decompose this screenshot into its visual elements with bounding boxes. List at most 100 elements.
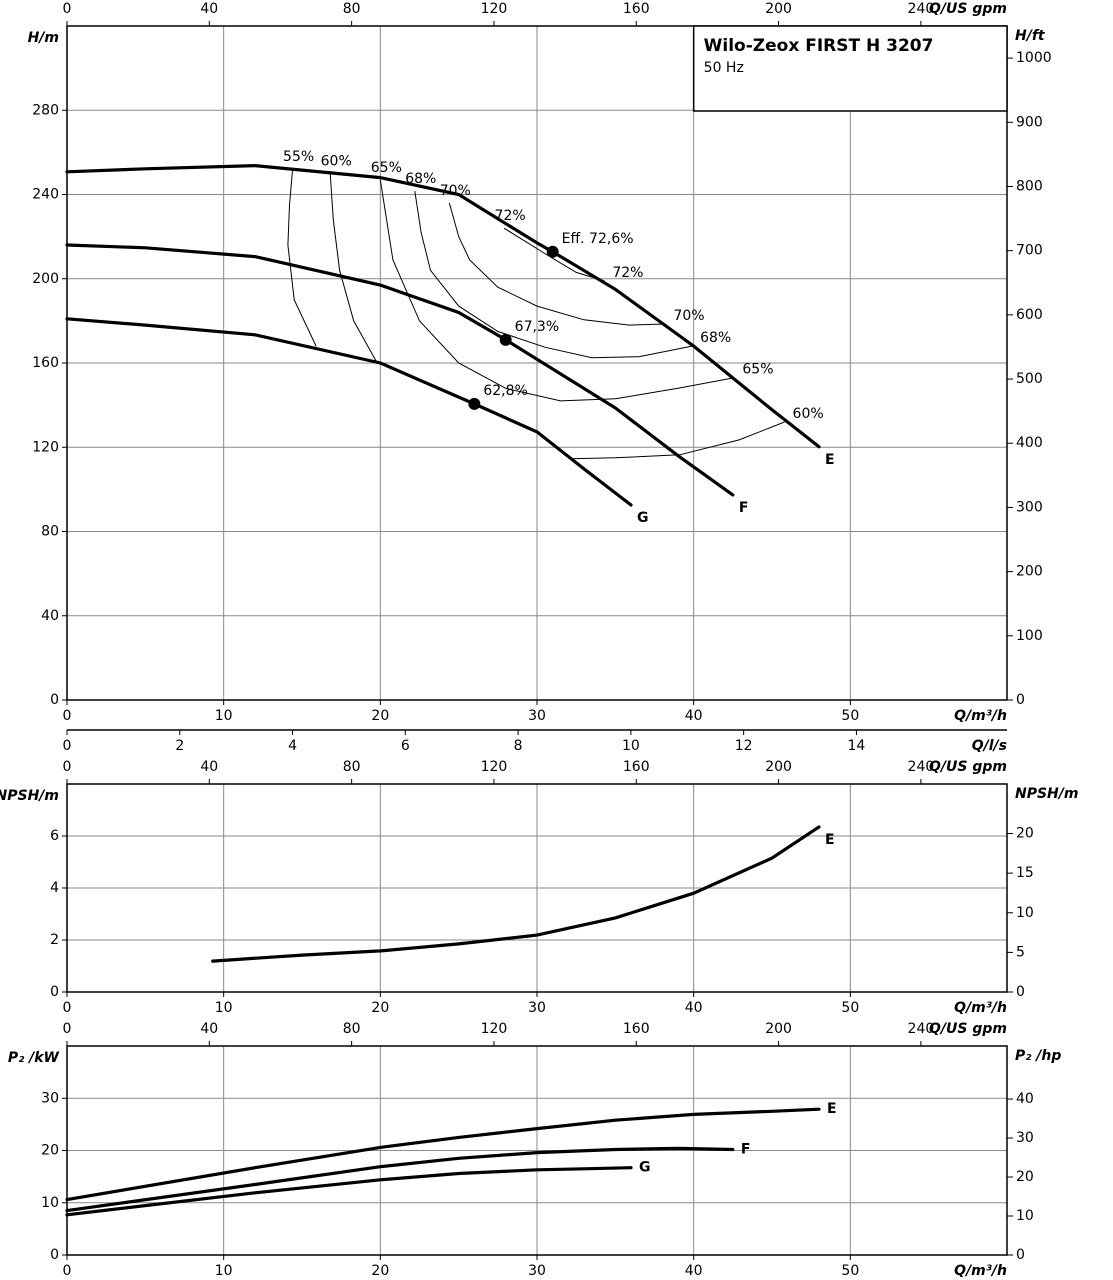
x-axis-label: Q/m³/h [954, 1263, 1007, 1279]
y2-tick-label: 300 [1016, 499, 1043, 515]
y-tick-label: 280 [32, 102, 59, 118]
plot-frame [66, 783, 1008, 993]
x-tick-label: 10 [215, 1000, 233, 1016]
x2-tick-label: 200 [765, 759, 792, 775]
x2-tick-label: 0 [63, 1, 72, 17]
x-tick-label: 0 [63, 1263, 72, 1279]
y-tick-label: 0 [50, 692, 59, 708]
y-tick-label: 20 [41, 1143, 59, 1159]
series-name: E [827, 1101, 837, 1117]
y2-tick-label: 600 [1016, 307, 1043, 323]
series-name: F [739, 500, 749, 516]
y2-tick-label: 400 [1016, 435, 1043, 451]
x2-tick-label: 0 [63, 1021, 72, 1037]
y-tick-label: 0 [50, 1247, 59, 1263]
y-tick-label: 2 [50, 932, 59, 948]
series-line [65, 1166, 633, 1217]
x2-tick-label: 200 [765, 1021, 792, 1037]
x3-tick-label: 12 [735, 738, 753, 754]
x2-axis-label: Q/US gpm [929, 1, 1007, 17]
best-efficiency-point [499, 333, 512, 346]
x3-tick-label: 4 [288, 738, 297, 754]
x2-tick-label: 120 [481, 759, 508, 775]
y-axis-label: H/m [28, 30, 59, 46]
efficiency-curve [287, 169, 317, 347]
y2-tick-label: 20 [1016, 1169, 1034, 1185]
x3-tick-label: 10 [622, 738, 640, 754]
title-box [692, 25, 1008, 112]
y-tick-label: 120 [32, 439, 59, 455]
x-tick-label: 0 [63, 1000, 72, 1016]
x2-tick-label: 80 [343, 1, 361, 17]
x3-tick-label: 14 [848, 738, 866, 754]
efficiency-label: 60% [321, 153, 352, 169]
y-tick-label: 30 [41, 1090, 59, 1106]
efficiency-label: 60% [793, 406, 824, 422]
y2-tick-label: 200 [1016, 564, 1043, 580]
x-tick-label: 20 [371, 1263, 389, 1279]
x2-tick-label: 120 [481, 1, 508, 17]
chart-subtitle: 50 Hz [704, 60, 744, 76]
best-efficiency-point [468, 397, 481, 410]
efficiency-label: 65% [371, 160, 402, 176]
series-name: F [741, 1141, 751, 1157]
x-tick-label: 10 [215, 1263, 233, 1279]
efficiency-curve [448, 202, 666, 326]
y2-tick-label: 100 [1016, 628, 1043, 644]
x2-axis-label: Q/US gpm [929, 1021, 1007, 1037]
x2-tick-label: 240 [908, 1021, 935, 1037]
chart-title: Wilo-Zeox FIRST H 3207 [704, 36, 934, 56]
x3-tick-label: 0 [63, 738, 72, 754]
efficiency-label: 72% [612, 265, 643, 281]
y-tick-label: 40 [41, 608, 59, 624]
x-tick-label: 40 [685, 1000, 703, 1016]
x2-tick-label: 40 [200, 1, 218, 17]
y2-tick-label: 0 [1016, 1247, 1025, 1263]
bep-label: 67,3% [515, 319, 559, 335]
series-line [65, 1107, 821, 1202]
efficiency-curve [503, 227, 605, 282]
x3-tick-label: 2 [175, 738, 184, 754]
y2-tick-label: 700 [1016, 243, 1043, 259]
y-tick-label: 240 [32, 187, 59, 203]
x-tick-label: 30 [528, 1000, 546, 1016]
efficiency-label: 65% [742, 362, 773, 378]
series-name: E [825, 832, 835, 848]
x3-tick-label: 8 [514, 738, 523, 754]
x2-tick-label: 80 [343, 1021, 361, 1037]
efficiency-label: 68% [700, 330, 731, 346]
series-line [211, 825, 821, 963]
y2-tick-label: 10 [1016, 1208, 1034, 1224]
series-line [65, 163, 821, 449]
y2-tick-label: 0 [1016, 984, 1025, 1000]
series-line [65, 317, 633, 507]
y-tick-label: 200 [32, 271, 59, 287]
y-tick-label: 0 [50, 984, 59, 1000]
y-tick-label: 10 [41, 1195, 59, 1211]
x-tick-label: 20 [371, 1000, 389, 1016]
best-efficiency-point [546, 245, 559, 258]
x-tick-label: 50 [841, 708, 859, 724]
y-tick-label: 80 [41, 524, 59, 540]
series-name: G [637, 510, 649, 526]
efficiency-curve [414, 191, 693, 359]
y2-tick-label: 10 [1016, 905, 1034, 921]
y2-axis-label: P₂ /hp [1015, 1048, 1061, 1064]
y2-axis-label: NPSH/m [1015, 786, 1078, 802]
x-axis-label: Q/m³/h [954, 708, 1007, 724]
x2-tick-label: 40 [200, 1021, 218, 1037]
plot-frame [66, 25, 1008, 701]
x-tick-label: 0 [63, 708, 72, 724]
x2-tick-label: 0 [63, 759, 72, 775]
x2-tick-label: 40 [200, 759, 218, 775]
y-tick-label: 4 [50, 880, 59, 896]
x-tick-label: 40 [685, 708, 703, 724]
bep-label: Eff. 72,6% [562, 231, 634, 247]
plot-frame [66, 1045, 1008, 1256]
efficiency-curve [329, 173, 378, 364]
x-tick-label: 50 [841, 1263, 859, 1279]
x3-axis-label: Q/l/s [972, 738, 1007, 754]
x2-tick-label: 120 [481, 1021, 508, 1037]
y2-tick-label: 15 [1016, 865, 1034, 881]
y2-axis-label: H/ft [1015, 28, 1046, 44]
